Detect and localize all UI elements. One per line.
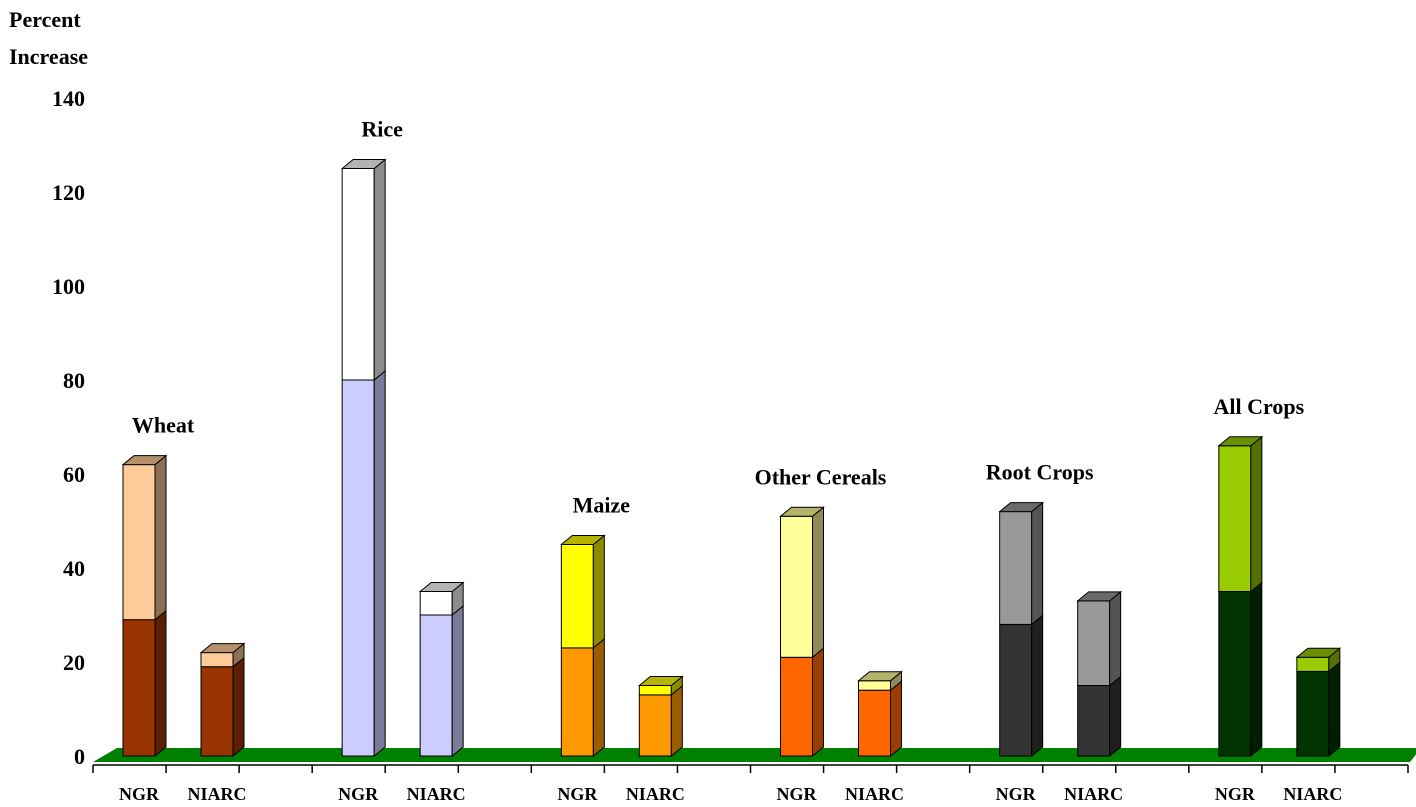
bar-cap [1295, 647, 1342, 658]
bar-top-side [812, 506, 824, 659]
bar-cap [418, 582, 465, 592]
x-tick-label: NGR [557, 784, 598, 804]
bar-top-segment [200, 652, 234, 668]
bar-base-side [232, 656, 245, 758]
bar-base-side [1250, 581, 1263, 758]
bar-base-side [451, 604, 464, 758]
bar-top-segment [638, 685, 672, 696]
bar-top-segment [999, 511, 1033, 625]
bar-top-segment [419, 591, 453, 616]
y-axis-label-line-1: Percent [9, 7, 81, 32]
bar-base-side [1109, 675, 1122, 758]
y-tick-label: 40 [63, 556, 85, 581]
y-tick-label: 100 [52, 274, 85, 299]
bar-cap [857, 671, 903, 682]
y-tick-label: 20 [63, 650, 85, 675]
bar-top-segment [858, 680, 891, 691]
bar-cap [559, 535, 606, 545]
y-tick-label: 0 [74, 744, 85, 769]
x-tick-label: NIARC [407, 784, 466, 804]
bars [121, 158, 1342, 758]
y-tick-label: 60 [63, 462, 85, 487]
bar-cap [1217, 436, 1264, 447]
group-label: Root Crops [986, 460, 1094, 485]
x-tick-label: NIARC [626, 784, 685, 804]
y-tick-label: 140 [52, 86, 85, 111]
bar-base-side [670, 684, 683, 758]
bar-top-segment [1077, 600, 1111, 687]
bar-base-segment [1296, 670, 1330, 757]
x-tick-label: NGR [338, 784, 379, 804]
bar-top-segment [1296, 656, 1330, 672]
x-tick-label: NIARC [1283, 784, 1342, 804]
bar-base-side [890, 680, 902, 758]
bar-base-segment [560, 647, 594, 757]
bar-base-segment [122, 619, 156, 757]
bar-top-segment [1218, 445, 1252, 592]
group-labels: Wheat Rice Maize Other Cereals Root Crops All… [132, 117, 1305, 518]
group-label: Other Cereals [755, 464, 887, 489]
bar-top-side [373, 158, 386, 382]
bar-cap [199, 643, 246, 654]
y-tick-label: 80 [63, 368, 85, 393]
x-axis: NGR NIARC NGR NIARC NGR NIARC NGR NIARC NGR NIARC… [92, 764, 1409, 804]
y-axis-label-line-2: Increase [9, 44, 88, 69]
bar-base-segment [780, 656, 813, 757]
bar-base-segment [638, 694, 672, 757]
bar-top-segment [780, 515, 813, 658]
bar-base-segment [999, 623, 1033, 757]
bar-base-side [592, 637, 605, 758]
x-tick-label: NIARC [187, 784, 246, 804]
bar-cap [121, 455, 168, 466]
bar-cap [1076, 591, 1123, 602]
bar-cap [340, 159, 387, 169]
bar-top-side [1031, 501, 1044, 626]
bar-top-segment [560, 544, 594, 649]
x-tick-label: NIARC [845, 784, 904, 804]
group-label: Rice [361, 117, 403, 142]
bar-base-segment [858, 689, 891, 757]
bar-top-segment [341, 168, 375, 381]
chart-floor [93, 748, 1416, 762]
bar-base-side [1328, 661, 1341, 758]
bar-base-segment [341, 379, 375, 757]
bar-top-side [1109, 590, 1122, 687]
bar-base-segment [200, 666, 234, 757]
bar-base-side [154, 609, 167, 758]
x-tick-label: NIARC [1064, 784, 1123, 804]
x-tick-label: NGR [996, 784, 1037, 804]
floor-surface [93, 748, 1416, 762]
x-tick-label: NGR [1215, 784, 1256, 804]
bar-top-side [154, 454, 167, 621]
y-tick-labels: 0 20 40 60 80 100 120 140 [52, 86, 85, 769]
bar-top-side [1250, 435, 1263, 593]
bar-base-segment [1218, 591, 1252, 757]
bar-base-segment [419, 614, 453, 757]
bar-base-side [812, 647, 824, 758]
y-tick-label: 120 [52, 180, 85, 205]
bar-cap [779, 506, 825, 517]
group-label: Wheat [132, 413, 195, 438]
bar-top-side [592, 534, 605, 649]
x-tick-label: NGR [777, 784, 818, 804]
group-label: All Crops [1213, 394, 1304, 419]
bar-base-side [373, 369, 386, 758]
bar-base-side [1031, 614, 1044, 758]
group-label: Maize [573, 493, 631, 518]
bar-cap [637, 676, 684, 686]
bar-base-segment [1077, 685, 1111, 757]
bar-top-segment [122, 464, 156, 621]
bar-cap [998, 502, 1045, 513]
x-tick-label: NGR [119, 784, 160, 804]
